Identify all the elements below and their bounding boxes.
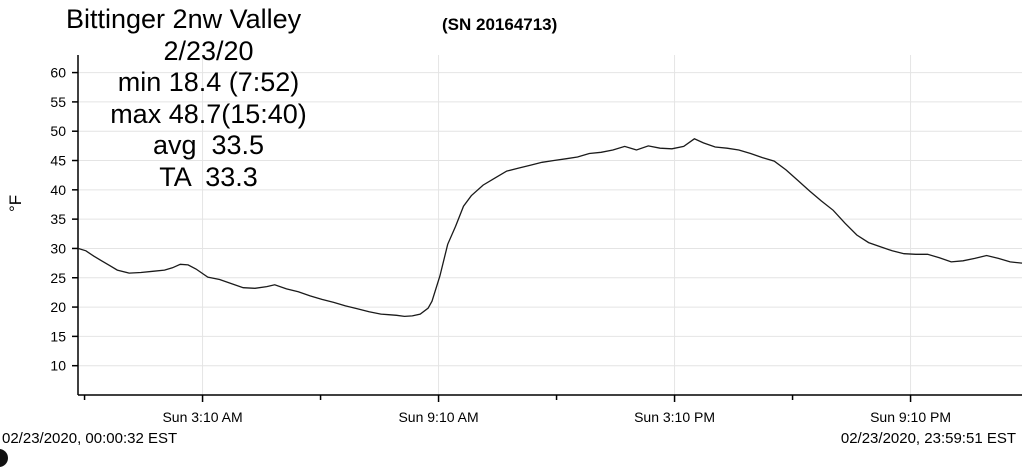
y-axis-label: °F xyxy=(6,194,25,212)
temperature-chart: 10 15 20 25 30 35 40 45 50 55 60 Sun 3:10 AM Sun 9:… xyxy=(50,55,1023,425)
grid-lines xyxy=(78,55,1022,395)
y-tick-label: 25 xyxy=(50,270,66,286)
serial-number: (SN 20164713) xyxy=(442,15,558,34)
chart-avg: avg 33.5 xyxy=(152,130,265,160)
y-tick-label: 45 xyxy=(50,153,66,169)
chart-max: max 48.7(15:40) xyxy=(110,98,307,129)
x-tick-label: Sun 9:10 AM xyxy=(398,409,478,425)
chart-title: Bittinger 2nw Valley xyxy=(66,4,302,34)
y-ticks: 10 15 20 25 30 35 40 45 50 55 60 xyxy=(50,65,78,374)
y-tick-label: 60 xyxy=(50,65,66,81)
y-tick-label: 20 xyxy=(50,299,66,315)
x-tick-label: Sun 9:10 PM xyxy=(870,409,951,425)
temperature-series-line xyxy=(77,138,1023,318)
y-tick-label: 30 xyxy=(50,240,66,256)
chart-min: min 18.4 (7:52) xyxy=(117,67,300,97)
chart-title-block: Bittinger 2nw Valley 2/23/20 min 18.4 (7… xyxy=(66,4,351,193)
y-tick-label: 15 xyxy=(50,328,66,344)
chart-ta: TA 33.3 xyxy=(159,161,258,192)
y-tick-label: 55 xyxy=(50,94,66,110)
y-tick-label: 10 xyxy=(50,358,66,374)
chart-date: 2/23/20 xyxy=(163,35,254,66)
range-end-timestamp: 02/23/2020, 23:59:51 EST xyxy=(840,430,1016,447)
x-ticks: Sun 3:10 AM Sun 9:10 AM Sun 3:10 PM Sun 9:1… xyxy=(83,395,951,425)
y-tick-label: 40 xyxy=(50,182,66,198)
range-start-timestamp: 02/23/2020, 00:00:32 EST xyxy=(2,430,178,447)
axes xyxy=(77,55,1022,396)
y-tick-label: 35 xyxy=(50,211,66,227)
y-tick-label: 50 xyxy=(50,123,66,139)
x-tick-label: Sun 3:10 AM xyxy=(162,409,242,425)
x-tick-label: Sun 3:10 PM xyxy=(634,409,715,425)
